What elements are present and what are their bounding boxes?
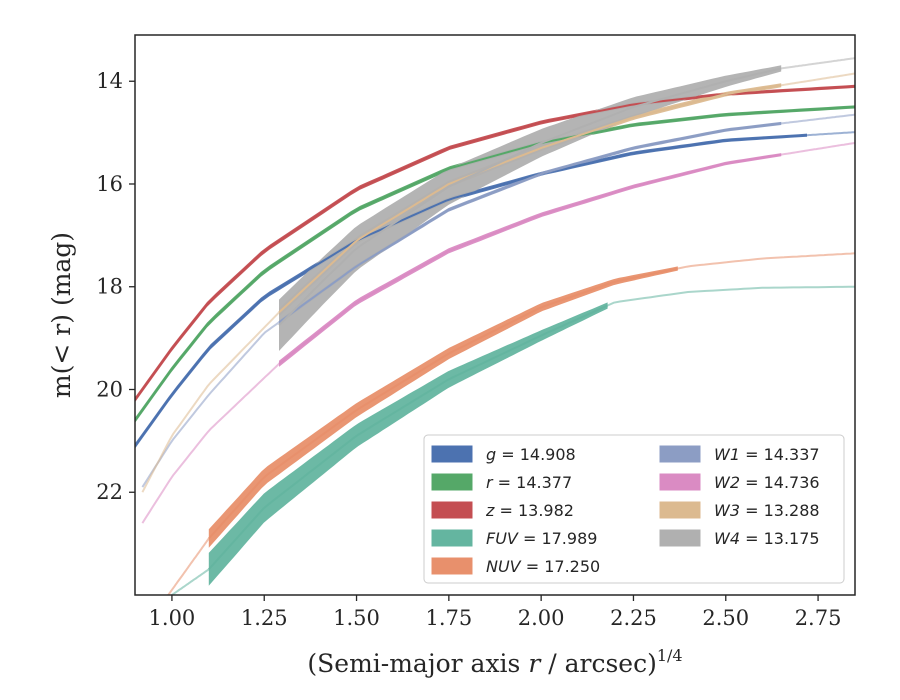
series-nuv-outer-extension	[677, 252, 855, 270]
y-tick-label: 22	[96, 480, 123, 504]
series-w4-outer-extension	[781, 57, 855, 70]
y-tick-label: 18	[96, 275, 123, 299]
legend-label-nuv: NUV = 17.250	[486, 557, 600, 576]
series-fuv-outer-extension	[607, 285, 855, 307]
series-w3-inner-extension	[141, 311, 280, 493]
legend-swatch-w4	[659, 529, 701, 547]
plot-frame	[134, 34, 856, 596]
series-w4-line	[278, 67, 782, 327]
legend: g = 14.908 r = 14.377 z = 13.982 FUV = 17.9…	[423, 434, 845, 584]
legend-label-r: r = 14.377	[486, 473, 572, 492]
series-w1-line	[278, 122, 782, 324]
series-w1-inner-extension	[141, 321, 280, 488]
legend-label-fuv: FUV = 17.989	[486, 529, 597, 548]
x-axis-label: (Semi-major axis r / arcsec)1/4	[307, 646, 682, 678]
x-tick-label: 2.00	[518, 606, 565, 630]
series-r-line	[135, 105, 855, 421]
series-fuv-line	[208, 304, 609, 570]
series-g-line	[135, 134, 808, 447]
legend-swatch-w2	[659, 473, 701, 491]
x-tick-label: 2.50	[702, 606, 749, 630]
series-w3-outer-extension	[781, 72, 855, 87]
legend-swatch-fuv	[431, 529, 473, 547]
x-tick-label: 1.25	[241, 606, 288, 630]
y-tick-label: 20	[96, 377, 123, 401]
legend-swatch-g	[431, 445, 473, 463]
series-nuv-line	[208, 267, 678, 540]
series-w3-line	[278, 84, 782, 314]
x-tick-label: 1.50	[333, 606, 380, 630]
series-g-outer-extension	[806, 131, 855, 137]
legend-swatch-nuv	[431, 557, 473, 575]
x-axis: 1.00 1.25 1.50 1.75 2.00 2.25 2.50 2.75	[149, 595, 842, 630]
series-nuv-inner-extension	[167, 537, 210, 595]
legend-swatch-z	[431, 501, 473, 519]
series-w2-line	[278, 153, 782, 365]
y-axis-label: m(< r) (mag)	[47, 232, 76, 398]
series-lines	[135, 57, 855, 595]
legend-label-w3: W3 = 13.288	[714, 501, 820, 520]
series-w2-inner-extension	[141, 363, 280, 524]
legend-label-z: z = 13.982	[485, 501, 574, 520]
legend-box	[423, 434, 845, 584]
legend-label-w4: W4 = 13.175	[714, 529, 820, 548]
y-axis: 14 16 18 20 22	[96, 69, 135, 504]
y-tick-label: 16	[96, 172, 123, 196]
legend-swatch-r	[431, 473, 473, 491]
x-tick-label: 2.75	[795, 606, 842, 630]
y-tick-label: 14	[96, 69, 123, 93]
series-w2-outer-extension	[781, 141, 855, 156]
legend-label-g: g = 14.908	[486, 445, 576, 464]
legend-label-w2: W2 = 14.736	[714, 473, 820, 492]
legend-swatch-w3	[659, 501, 701, 519]
series-w1-outer-extension	[781, 113, 855, 125]
x-tick-label: 1.00	[149, 606, 196, 630]
legend-label-w1: W1 = 14.337	[714, 445, 820, 464]
x-tick-label: 2.25	[610, 606, 657, 630]
x-tick-label: 1.75	[425, 606, 472, 630]
legend-swatch-w1	[659, 445, 701, 463]
